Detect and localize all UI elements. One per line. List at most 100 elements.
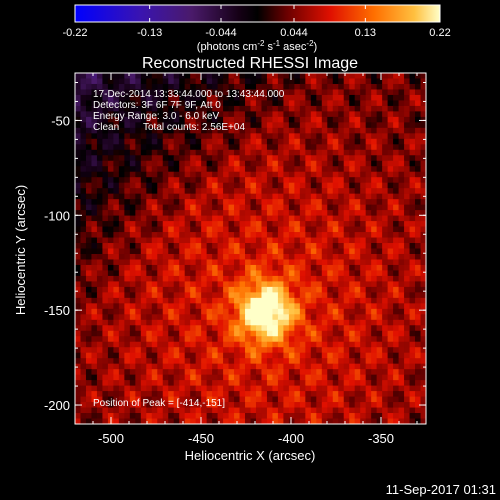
heatmap-pixel (91, 352, 98, 359)
heatmap-pixel (107, 89, 114, 96)
heatmap-pixel (288, 94, 295, 101)
heatmap-pixel (80, 281, 87, 288)
heatmap-pixel (343, 264, 350, 271)
heatmap-pixel (135, 226, 142, 233)
heatmap-pixel (245, 149, 251, 156)
heatmap-pixel (168, 418, 175, 424)
heatmap-pixel (327, 210, 334, 216)
heatmap-pixel (223, 232, 229, 238)
heatmap-pixel (107, 138, 114, 145)
heatmap-pixel (327, 166, 334, 173)
heatmap-pixel (146, 160, 153, 167)
heatmap-pixel (321, 210, 328, 216)
heatmap-pixel (239, 232, 246, 238)
heatmap-pixel (387, 341, 394, 348)
heatmap-pixel (118, 171, 125, 178)
heatmap-pixel (168, 111, 175, 118)
heatmap-pixel (140, 396, 147, 403)
heatmap-pixel (299, 243, 306, 249)
heatmap-pixel (382, 155, 389, 162)
heatmap-pixel (223, 369, 229, 376)
heatmap-pixel (157, 374, 164, 381)
heatmap-pixel (201, 281, 208, 288)
heatmap-pixel (212, 89, 218, 96)
heatmap-pixel (195, 352, 202, 359)
y-tick-label: -200 (44, 398, 70, 413)
heatmap-pixel (294, 380, 301, 387)
heatmap-pixel (332, 116, 339, 123)
heatmap-pixel (255, 138, 262, 145)
heatmap-pixel (96, 402, 103, 408)
heatmap-pixel (113, 111, 120, 118)
heatmap-pixel (393, 160, 399, 167)
heatmap-pixel (146, 188, 153, 195)
heatmap-pixel (234, 369, 240, 376)
heatmap-pixel (173, 210, 180, 216)
heatmap-pixel (376, 166, 383, 173)
heatmap-pixel (245, 380, 251, 387)
heatmap-pixel (250, 341, 257, 348)
heatmap-pixel (206, 248, 213, 255)
heatmap-pixel (223, 237, 229, 244)
heatmap-pixel (168, 83, 175, 90)
heatmap-pixel (305, 369, 312, 376)
heatmap-pixel (255, 330, 262, 337)
heatmap-pixel (332, 330, 339, 337)
heatmap-pixel (349, 182, 356, 189)
heatmap-pixel (173, 248, 180, 255)
heatmap-pixel (190, 330, 197, 337)
heatmap-pixel (294, 237, 301, 244)
heatmap-pixel (173, 89, 180, 96)
heatmap-pixel (179, 314, 186, 321)
heatmap-pixel (250, 73, 257, 79)
heatmap-pixel (173, 358, 180, 365)
heatmap-pixel (387, 204, 394, 211)
heatmap-pixel (310, 94, 317, 101)
heatmap-pixel (343, 73, 350, 79)
heatmap-pixel (80, 380, 87, 387)
heatmap-pixel (261, 363, 268, 370)
heatmap-pixel (146, 210, 153, 216)
heatmap-pixel (245, 396, 251, 403)
heatmap-pixel (135, 171, 142, 178)
heatmap-pixel (151, 149, 158, 156)
heatmap-pixel (135, 374, 142, 381)
heatmap-pixel (135, 111, 142, 118)
heatmap-pixel (179, 78, 186, 85)
heatmap-pixel (277, 166, 284, 173)
heatmap-pixel (261, 407, 268, 414)
heatmap-pixel (376, 73, 383, 79)
heatmap-pixel (321, 336, 328, 343)
heatmap-pixel (409, 177, 416, 184)
heatmap-pixel (223, 89, 229, 96)
heatmap-pixel (201, 363, 208, 370)
heatmap-pixel (305, 237, 312, 244)
heatmap-pixel (343, 215, 350, 222)
heatmap-pixel (387, 105, 394, 112)
heatmap-pixel (113, 243, 120, 249)
heatmap-pixel (118, 78, 125, 85)
heatmap-pixel (332, 363, 339, 370)
heatmap-pixel (327, 413, 334, 419)
heatmap-pixel (151, 286, 158, 293)
heatmap-pixel (151, 413, 158, 419)
heatmap-pixel (398, 182, 405, 189)
heatmap-pixel (283, 325, 290, 332)
heatmap-pixel (162, 275, 169, 282)
heatmap-pixel (409, 221, 416, 227)
heatmap-pixel (157, 133, 164, 140)
heatmap-pixel (146, 341, 153, 348)
heatmap-pixel (102, 243, 109, 249)
heatmap-pixel (91, 177, 98, 184)
heatmap-pixel (398, 264, 405, 271)
heatmap-pixel (190, 275, 197, 282)
heatmap-pixel (354, 111, 361, 118)
heatmap-pixel (113, 133, 120, 140)
heatmap-pixel (239, 418, 246, 424)
heatmap-pixel (255, 127, 262, 134)
heatmap-pixel (409, 336, 416, 343)
heatmap-pixel (91, 78, 98, 85)
heatmap-pixel (179, 253, 186, 260)
heatmap-pixel (140, 160, 147, 167)
heatmap-pixel (135, 418, 142, 424)
